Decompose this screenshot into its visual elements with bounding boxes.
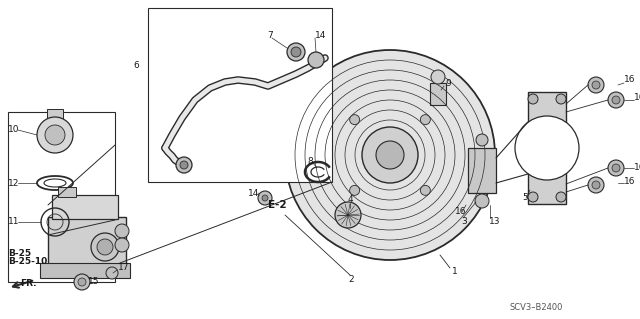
Text: 11: 11: [8, 218, 19, 226]
Text: 8: 8: [307, 158, 313, 167]
Bar: [8, 112, 115, 282]
Text: 7: 7: [267, 31, 273, 40]
Text: 16: 16: [634, 93, 640, 101]
Text: 14: 14: [315, 31, 326, 40]
Circle shape: [335, 202, 361, 228]
Circle shape: [74, 274, 90, 290]
Circle shape: [515, 116, 579, 180]
Text: 14: 14: [248, 189, 259, 197]
Text: 16: 16: [455, 207, 467, 217]
Circle shape: [262, 195, 268, 201]
Text: 12: 12: [8, 179, 19, 188]
Text: 15: 15: [88, 278, 99, 286]
Text: 5: 5: [522, 194, 528, 203]
Circle shape: [106, 267, 118, 279]
Circle shape: [176, 157, 192, 173]
Text: 16: 16: [624, 177, 636, 187]
Text: B-25-10: B-25-10: [8, 257, 47, 266]
Circle shape: [476, 134, 488, 146]
Circle shape: [78, 278, 86, 286]
Bar: [58, 187, 76, 197]
Circle shape: [608, 160, 624, 176]
Circle shape: [588, 77, 604, 93]
Circle shape: [528, 192, 538, 202]
Bar: [148, 8, 332, 182]
Text: 1: 1: [452, 268, 458, 277]
Text: FR.: FR.: [20, 279, 36, 288]
Circle shape: [431, 70, 445, 84]
Circle shape: [556, 192, 566, 202]
Circle shape: [475, 194, 489, 208]
Circle shape: [612, 164, 620, 172]
Circle shape: [37, 117, 73, 153]
Circle shape: [115, 238, 129, 252]
Text: 3: 3: [461, 218, 467, 226]
Text: 17: 17: [118, 263, 129, 272]
Circle shape: [91, 233, 119, 261]
Circle shape: [349, 115, 360, 125]
Circle shape: [287, 43, 305, 61]
Circle shape: [528, 94, 538, 104]
Bar: [430, 83, 446, 105]
Text: 16: 16: [624, 76, 636, 85]
Text: 2: 2: [348, 276, 354, 285]
Circle shape: [592, 181, 600, 189]
Circle shape: [308, 52, 324, 68]
Circle shape: [180, 161, 188, 169]
Circle shape: [588, 177, 604, 193]
Bar: [48, 217, 126, 273]
Circle shape: [97, 239, 113, 255]
Text: 9: 9: [445, 78, 451, 87]
Circle shape: [376, 141, 404, 169]
Circle shape: [556, 94, 566, 104]
Circle shape: [115, 224, 129, 238]
Bar: [40, 263, 130, 278]
Circle shape: [258, 191, 272, 205]
Text: B-25: B-25: [8, 249, 31, 257]
Circle shape: [592, 81, 600, 89]
Circle shape: [420, 115, 430, 125]
Circle shape: [612, 96, 620, 104]
Circle shape: [362, 127, 418, 183]
Bar: [468, 148, 496, 193]
Text: SCV3–B2400: SCV3–B2400: [510, 303, 563, 313]
Circle shape: [608, 92, 624, 108]
Text: 4: 4: [348, 196, 354, 204]
Bar: [47, 109, 63, 119]
Text: 6: 6: [133, 61, 139, 70]
Bar: [528, 92, 566, 204]
Text: 10: 10: [8, 125, 19, 135]
Circle shape: [349, 185, 360, 195]
Text: E-2: E-2: [268, 200, 287, 210]
Circle shape: [291, 47, 301, 57]
Circle shape: [45, 125, 65, 145]
Circle shape: [420, 185, 430, 195]
Text: 13: 13: [489, 218, 500, 226]
Bar: [52, 195, 118, 219]
Circle shape: [285, 50, 495, 260]
Text: 16: 16: [634, 162, 640, 172]
